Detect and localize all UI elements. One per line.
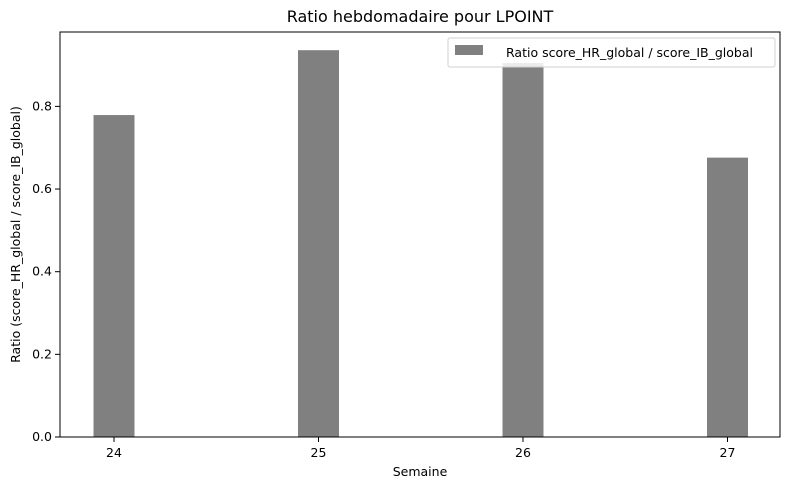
y-tick-label: 0.4 (32, 264, 52, 279)
bar-week-27 (707, 157, 748, 437)
y-axis-label: Ratio (score_HR_global / score_IB_global… (8, 106, 23, 363)
bar-week-25 (298, 50, 339, 437)
plot-frame (59, 31, 781, 438)
bars-layer (93, 50, 748, 437)
bar-week-24 (93, 115, 135, 437)
x-ticks-layer: 24 25 26 27 (106, 437, 735, 460)
x-tick-label: 27 (720, 445, 736, 460)
y-tick-label: 0.8 (32, 98, 52, 113)
legend-label: Ratio score_HR_global / score_IB_global (506, 45, 753, 60)
x-tick-label: 25 (311, 445, 327, 460)
y-ticks-layer: 0.0 0.2 0.4 0.6 0.8 (32, 98, 60, 444)
x-tick-label: 24 (106, 445, 122, 460)
legend-box (447, 37, 776, 68)
legend: Ratio score_HR_global / score_IB_global (447, 37, 776, 68)
x-axis-label: Semaine (393, 464, 448, 479)
y-tick-label: 0.2 (32, 346, 52, 361)
y-tick-label: 0.6 (32, 181, 52, 196)
bar-week-26 (502, 62, 544, 437)
chart-title: Ratio hebdomadaire pour LPOINT (287, 7, 554, 26)
x-tick-label: 26 (515, 445, 531, 460)
legend-swatch (455, 45, 483, 55)
y-tick-label: 0.0 (32, 429, 52, 444)
